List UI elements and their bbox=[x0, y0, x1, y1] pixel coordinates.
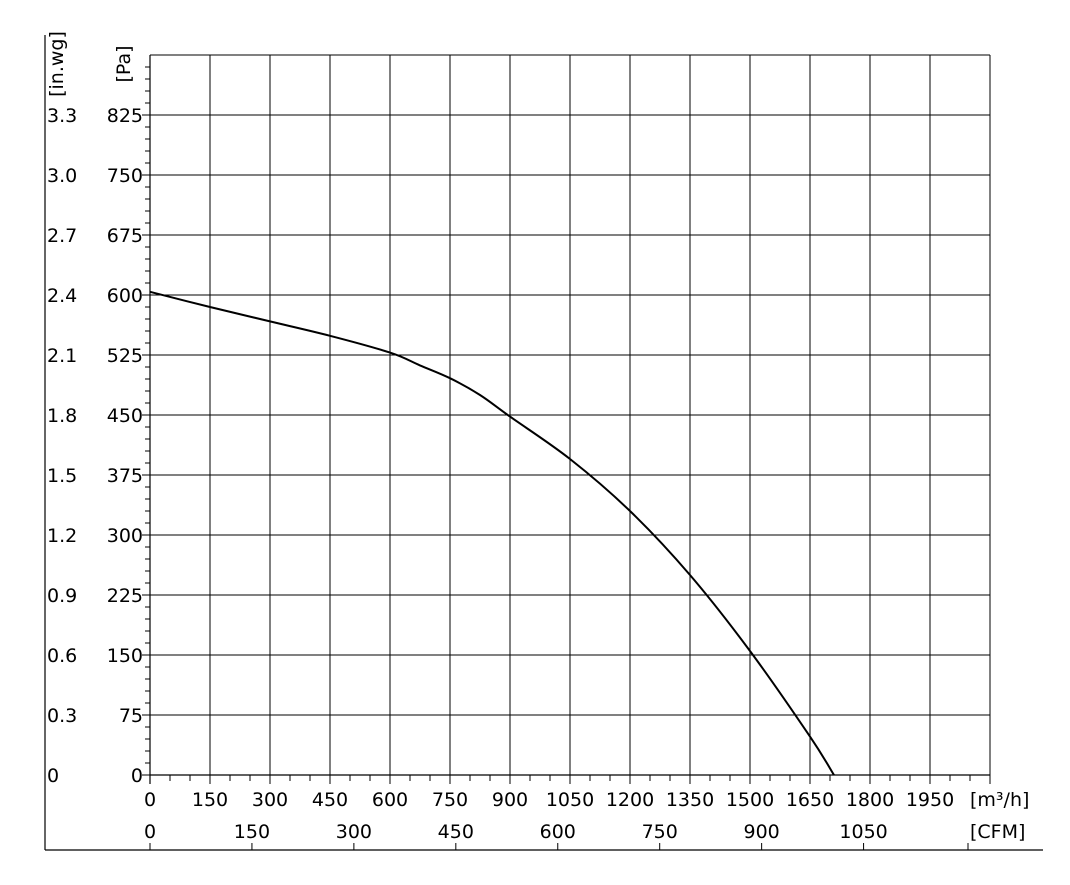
y-tick-label-inwg: 0.9 bbox=[47, 585, 77, 607]
grid-lines bbox=[149, 54, 991, 784]
y-tick-label-pa: 750 bbox=[107, 165, 143, 187]
y-tick-label-inwg: 1.2 bbox=[47, 525, 77, 547]
y-tick-label-inwg: 3.0 bbox=[47, 165, 77, 187]
y-tick-label-pa: 600 bbox=[107, 285, 143, 307]
cfm-tick-label: 300 bbox=[336, 821, 372, 843]
x-axis-unit-cfm: [CFM] bbox=[970, 821, 1025, 843]
y-tick-label-inwg: 0.3 bbox=[47, 705, 77, 727]
y-tick-label-pa: 375 bbox=[107, 465, 143, 487]
y-axis-unit-pa: [Pa] bbox=[113, 45, 135, 82]
cfm-tick-label: 450 bbox=[438, 821, 474, 843]
x-tick-label: 450 bbox=[312, 789, 348, 811]
x-tick-label: 750 bbox=[432, 789, 468, 811]
x-tick-label: 1650 bbox=[786, 789, 834, 811]
y-tick-label-pa: 75 bbox=[119, 705, 143, 727]
x-tick-label: 1200 bbox=[606, 789, 654, 811]
x-tick-label: 1050 bbox=[546, 789, 594, 811]
y-tick-label-pa: 525 bbox=[107, 345, 143, 367]
y-tick-label-pa: 675 bbox=[107, 225, 143, 247]
y-tick-label-pa: 825 bbox=[107, 105, 143, 127]
cfm-tick-label: 0 bbox=[144, 821, 156, 843]
y-tick-label-pa: 225 bbox=[107, 585, 143, 607]
x-tick-label: 1500 bbox=[726, 789, 774, 811]
x-tick-label: 1350 bbox=[666, 789, 714, 811]
y-tick-label-inwg: 0 bbox=[47, 765, 59, 787]
cfm-tick-label: 900 bbox=[744, 821, 780, 843]
tick-labels: 0 150 300 450 600 750 900 1050 1200 1350 1500 1650 1… bbox=[47, 105, 954, 843]
x-tick-label: 1950 bbox=[906, 789, 954, 811]
y-tick-label-pa: 450 bbox=[107, 405, 143, 427]
y-tick-label-inwg: 2.7 bbox=[47, 225, 77, 247]
x-tick-label: 900 bbox=[492, 789, 528, 811]
axes-frame bbox=[44, 35, 1043, 851]
cfm-tick-label: 150 bbox=[234, 821, 270, 843]
y-tick-label-inwg: 1.8 bbox=[47, 405, 77, 427]
y-axis-unit-inwg: [in.wg] bbox=[46, 31, 68, 97]
x-tick-label: 150 bbox=[192, 789, 228, 811]
performance-curve bbox=[149, 290, 835, 776]
y-tick-label-pa: 300 bbox=[107, 525, 143, 547]
x-tick-label: 300 bbox=[252, 789, 288, 811]
x-tick-label: 600 bbox=[372, 789, 408, 811]
minor-ticks bbox=[142, 66, 971, 850]
cfm-tick-label: 1050 bbox=[839, 821, 887, 843]
y-tick-label-inwg: 3.3 bbox=[47, 105, 77, 127]
x-tick-label: 1800 bbox=[846, 789, 894, 811]
y-tick-label-pa: 150 bbox=[107, 645, 143, 667]
cfm-tick-label: 750 bbox=[642, 821, 678, 843]
cfm-tick-label: 600 bbox=[540, 821, 576, 843]
y-tick-label-pa: 0 bbox=[131, 765, 143, 787]
y-tick-label-inwg: 0.6 bbox=[47, 645, 77, 667]
y-tick-label-inwg: 1.5 bbox=[47, 465, 77, 487]
x-tick-label: 0 bbox=[144, 789, 156, 811]
y-tick-label-inwg: 2.4 bbox=[47, 285, 77, 307]
y-tick-label-inwg: 2.1 bbox=[47, 345, 77, 367]
x-axis-unit-m3h: [m³/h] bbox=[970, 789, 1029, 811]
